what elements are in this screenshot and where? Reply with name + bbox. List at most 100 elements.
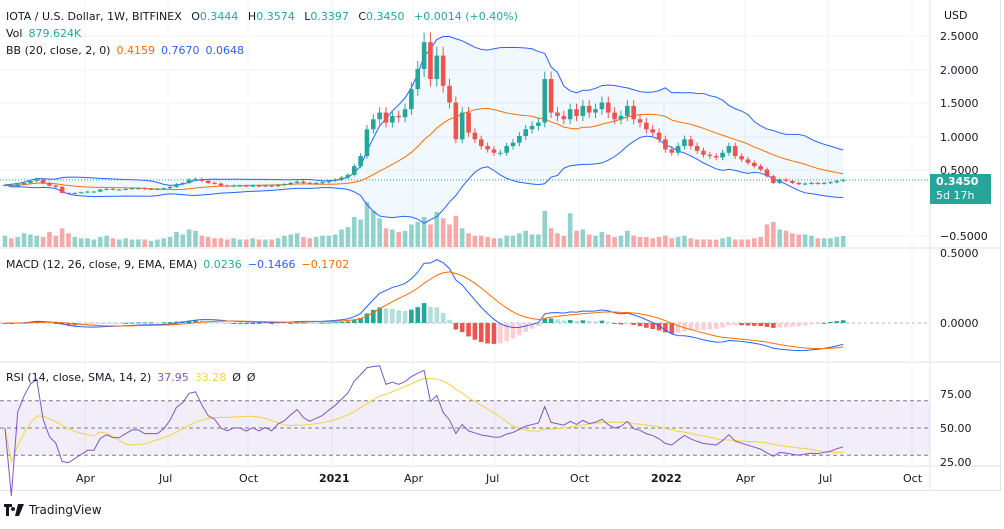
bb-basis-value: 0.4159	[116, 44, 155, 57]
candle-body	[663, 139, 668, 150]
volume-bar	[34, 235, 40, 247]
volume-bar	[758, 237, 763, 247]
candle-body	[796, 182, 802, 185]
bar-countdown: 5d 17h	[936, 189, 975, 202]
macd-label: MACD (12, 26, close, 9, EMA, EMA)	[6, 258, 198, 271]
macd-histogram-bar	[815, 323, 821, 324]
candle-body	[625, 105, 630, 116]
rsi-legend[interactable]: RSI (14, close, SMA, 14, 2) 37.95 33.28 Ø Ø	[6, 369, 262, 386]
candle-body	[256, 185, 262, 187]
volume-legend[interactable]: Vol 879.624K	[6, 25, 87, 42]
volume-bar	[491, 238, 497, 247]
volume-bar	[783, 230, 789, 247]
time-tick-label: Oct	[570, 472, 590, 485]
macd-histogram-bar	[517, 323, 522, 336]
bb-lower-line	[4, 135, 844, 224]
macd-histogram-bar	[644, 323, 649, 328]
volume-bar	[244, 239, 249, 247]
volume-bar	[726, 237, 732, 247]
time-tick-label: Jul	[818, 472, 832, 485]
volume-bar	[694, 239, 700, 247]
volume-bar	[656, 237, 662, 247]
volume-bar	[707, 239, 713, 247]
bb-legend[interactable]: BB (20, close, 2, 0) 0.4159 0.7670 0.0648	[6, 42, 250, 59]
candle-body	[307, 182, 313, 184]
candle-body	[529, 125, 535, 130]
volume-bar	[180, 234, 186, 247]
tradingview-logo[interactable]: TradingView	[4, 503, 102, 517]
candle-body	[669, 149, 675, 153]
volume-bar	[580, 229, 586, 247]
macd-histogram-bar	[472, 323, 478, 340]
macd-histogram-bar	[599, 320, 605, 323]
macd-histogram-bar	[364, 313, 370, 323]
ohlc-open: O0.3444	[191, 10, 238, 23]
candle-body	[720, 152, 725, 158]
macd-legend[interactable]: MACD (12, 26, close, 9, EMA, EMA) 0.0236−…	[6, 256, 355, 273]
symbol-title[interactable]: IOTA / U.S. Dollar, 1W, BITFINEX	[6, 10, 182, 23]
volume-bar	[593, 235, 598, 247]
candle-body	[758, 166, 763, 170]
macd-histogram-bar	[282, 323, 287, 324]
macd-histogram-bar	[459, 323, 465, 333]
macd-histogram-bar	[447, 319, 452, 323]
candle-body	[739, 156, 744, 160]
volume-bar	[326, 235, 332, 247]
candle-body	[517, 136, 522, 143]
macd-histogram-bar	[548, 318, 554, 323]
bb-band-fill	[5, 36, 844, 224]
candle-body	[688, 139, 694, 147]
volume-bar	[504, 235, 509, 247]
volume-bar	[9, 238, 14, 247]
candle-body	[498, 152, 503, 154]
candle-body	[440, 55, 446, 86]
volume-bar	[764, 224, 770, 247]
volume-bar	[415, 222, 421, 247]
volume-bar	[193, 230, 198, 247]
macd-histogram-bar	[275, 323, 281, 324]
candle-body	[332, 179, 338, 181]
macd-histogram-bar	[345, 321, 351, 323]
macd-histogram-bar	[694, 323, 700, 330]
volume-bar	[478, 235, 484, 247]
volume-bar	[59, 228, 65, 247]
candle-body	[371, 119, 376, 130]
bb-upper-value: 0.7670	[160, 44, 200, 57]
candle-body	[47, 182, 52, 186]
volume-bar	[701, 239, 706, 247]
time-tick-label: Jul	[158, 472, 172, 485]
candle-body	[472, 132, 478, 140]
rsi-line	[4, 365, 844, 497]
candle-body	[612, 112, 617, 120]
candle-body	[682, 139, 687, 147]
macd-line	[4, 259, 844, 352]
candle-body	[2, 184, 8, 186]
macd-histogram-bar	[732, 323, 738, 326]
volume-bar	[688, 238, 694, 247]
candle-body	[123, 188, 128, 190]
candle-body	[834, 180, 840, 183]
volume-bar	[517, 233, 522, 247]
candle-body	[580, 105, 586, 116]
volume-bar	[828, 238, 833, 247]
candle-body	[428, 42, 433, 80]
ohlc-close: C0.3450	[358, 10, 404, 23]
volume-bar	[136, 239, 141, 247]
volume-bar	[510, 235, 516, 247]
candle-body	[542, 79, 548, 123]
macd-histogram-bar	[167, 322, 173, 324]
macd-histogram-bar	[301, 322, 306, 324]
volume-bar	[745, 239, 751, 247]
volume-bar	[834, 237, 840, 247]
candle-body	[523, 129, 528, 136]
candle-body	[275, 184, 281, 187]
volume-bar	[320, 235, 325, 247]
macd-histogram-bar	[402, 310, 408, 323]
volume-bar	[332, 234, 338, 247]
volume-bar	[263, 239, 268, 247]
macd-histogram-bar	[758, 323, 763, 327]
macd-histogram-bar	[675, 323, 681, 333]
volume-bar	[402, 230, 408, 247]
volume-bar	[212, 238, 217, 247]
